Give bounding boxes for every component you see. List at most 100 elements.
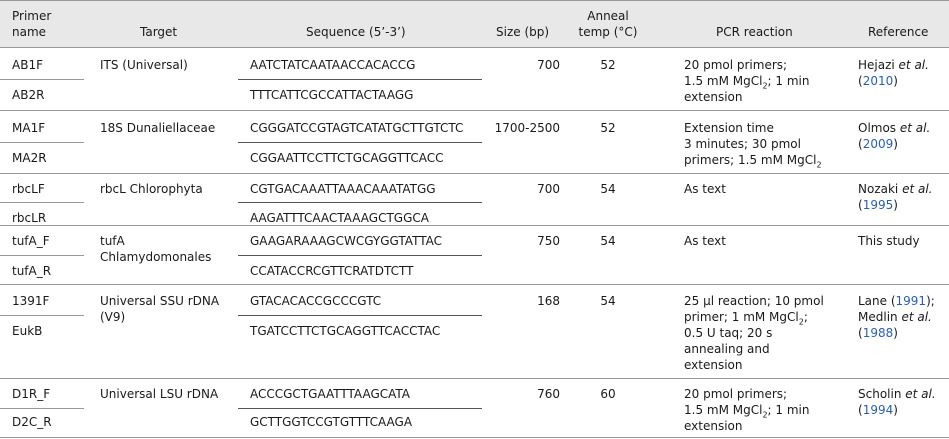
sequence-divider bbox=[238, 142, 482, 143]
header-anneal-line1: Anneal bbox=[587, 9, 629, 23]
reference-cell: Medlin et al. bbox=[858, 310, 932, 324]
target-cell: (V9) bbox=[100, 310, 126, 324]
row-divider bbox=[0, 142, 84, 143]
reference-link[interactable]: 1995 bbox=[862, 198, 894, 212]
pcr-cell: 25 μl reaction; 10 pmol bbox=[684, 294, 824, 308]
pcr-cell: As text bbox=[684, 182, 726, 196]
size-cell: 700 bbox=[537, 58, 560, 72]
sequence-cell: TGATCCTTCTGCAGGTTCACCTAC bbox=[250, 324, 441, 338]
sequence-cell: CGTGACAAATTAAACAAATATGG bbox=[250, 182, 436, 196]
sequence-divider bbox=[238, 79, 482, 80]
row-divider bbox=[0, 255, 84, 256]
anneal-cell: 52 bbox=[600, 121, 616, 135]
pcr-cell: extension bbox=[684, 90, 743, 104]
size-cell: 1700-2500 bbox=[494, 121, 560, 135]
reference-link[interactable]: 1991 bbox=[895, 294, 927, 308]
reference-link[interactable]: 1988 bbox=[862, 326, 894, 340]
reference-link[interactable]: 2010 bbox=[862, 74, 894, 88]
reference-cell: (2010) bbox=[858, 74, 898, 88]
primer-name: AB1F bbox=[12, 58, 43, 72]
primer-name: EukB bbox=[12, 324, 43, 338]
sequence-cell: GAAGARAAAGCWCGYGGTATTAC bbox=[250, 234, 442, 248]
pcr-cell: As text bbox=[684, 234, 726, 248]
anneal-cell: 52 bbox=[600, 58, 616, 72]
target-cell: tufA bbox=[100, 234, 125, 248]
target-cell: ITS (Universal) bbox=[100, 58, 188, 72]
reference-cell: Nozaki et al. bbox=[858, 182, 933, 196]
anneal-cell: 54 bbox=[600, 234, 616, 248]
pcr-cell: primer; 1 mM MgCl2; bbox=[684, 310, 808, 327]
sequence-cell: GTACACACCGCCCGTC bbox=[250, 294, 382, 308]
target-cell: Chlamydomonales bbox=[100, 250, 212, 264]
sequence-cell: CGGAATTCCTTCTGCAGGTTCACC bbox=[250, 151, 444, 165]
primer-name: rbcLR bbox=[12, 211, 47, 225]
primer-name: D1R_F bbox=[12, 387, 51, 401]
reference-cell: (1994) bbox=[858, 403, 898, 417]
target-cell: Universal LSU rDNA bbox=[100, 387, 219, 401]
row-separator bbox=[0, 378, 949, 379]
primer-name: 1391F bbox=[12, 294, 50, 308]
target-cell: 18S Dunaliellaceae bbox=[100, 121, 216, 135]
sequence-divider bbox=[238, 202, 482, 203]
primer-name: MA1F bbox=[12, 121, 46, 135]
pcr-cell: 1.5 mM MgCl2; 1 min bbox=[684, 74, 810, 91]
anneal-cell: 54 bbox=[600, 294, 616, 308]
pcr-cell: annealing and bbox=[684, 342, 770, 356]
reference-cell: Hejazi et al. bbox=[858, 58, 929, 72]
header-reference: Reference bbox=[868, 25, 929, 39]
primer-name: D2C_R bbox=[12, 415, 52, 429]
sequence-divider bbox=[238, 408, 482, 409]
header-sequence: Sequence (5’-3’) bbox=[306, 25, 406, 39]
row-divider bbox=[0, 202, 84, 203]
reference-cell: This study bbox=[858, 234, 920, 248]
pcr-cell: 20 pmol primers; bbox=[684, 387, 788, 401]
header-size: Size (bp) bbox=[496, 25, 550, 39]
row-divider bbox=[0, 79, 84, 80]
pcr-cell: 20 pmol primers; bbox=[684, 58, 788, 72]
table-header bbox=[0, 0, 949, 48]
pcr-cell: 3 minutes; 30 pmol bbox=[684, 137, 801, 151]
anneal-cell: 60 bbox=[600, 387, 616, 401]
pcr-cell: 0.5 U taq; 20 s bbox=[684, 326, 773, 340]
pcr-cell: extension bbox=[684, 358, 743, 372]
reference-cell: (1988) bbox=[858, 326, 898, 340]
size-cell: 700 bbox=[537, 182, 560, 196]
anneal-cell: 54 bbox=[600, 182, 616, 196]
row-separator bbox=[0, 284, 949, 285]
reference-cell: Lane (1991); bbox=[858, 294, 935, 308]
sequence-divider bbox=[238, 315, 482, 316]
pcr-cell: extension bbox=[684, 419, 743, 433]
row-separator bbox=[0, 110, 949, 111]
reference-cell: Scholin et al. bbox=[858, 387, 936, 401]
sequence-cell: CGGGATCCGTAGTCATATGCTTGTCTC bbox=[250, 121, 464, 135]
sequence-cell: CCATACCRCGTTCRATDTCTT bbox=[250, 264, 414, 278]
size-cell: 760 bbox=[537, 387, 560, 401]
target-cell: Universal SSU rDNA bbox=[100, 294, 220, 308]
header-target: Target bbox=[140, 25, 178, 39]
table-bottom-rule bbox=[0, 437, 949, 438]
target-cell: rbcL Chlorophyta bbox=[100, 182, 203, 196]
row-separator bbox=[0, 173, 949, 174]
row-separator bbox=[0, 225, 949, 226]
pcr-cell: Extension time bbox=[684, 121, 774, 135]
reference-link[interactable]: 1994 bbox=[862, 403, 894, 417]
reference-cell: Olmos et al. bbox=[858, 121, 931, 135]
sequence-cell: AAGATTTCAACTAAAGCTGGCA bbox=[250, 211, 429, 225]
sequence-cell: GCTTGGTCCGTGTTTCAAGA bbox=[250, 415, 413, 429]
row-divider bbox=[0, 408, 84, 409]
primer-name: tufA_R bbox=[12, 264, 52, 278]
primer-name: MA2R bbox=[12, 151, 47, 165]
reference-cell: (1995) bbox=[858, 198, 898, 212]
sequence-cell: TTTCATTCGCCATTACTAAGG bbox=[250, 88, 414, 102]
size-cell: 750 bbox=[537, 234, 560, 248]
reference-link[interactable]: 2009 bbox=[862, 137, 894, 151]
header-primer-name-line1: Primer bbox=[12, 9, 52, 23]
sequence-cell: AATCTATCAATAACCACACCG bbox=[250, 58, 416, 72]
header-anneal-line2: temp (°C) bbox=[578, 25, 638, 39]
pcr-cell: primers; 1.5 mM MgCl2 bbox=[684, 153, 822, 170]
sequence-cell: ACCCGCTGAATTTAAGCATA bbox=[250, 387, 411, 401]
primer-name: AB2R bbox=[12, 88, 45, 102]
primer-name: rbcLF bbox=[12, 182, 45, 196]
pcr-cell: 1.5 mM MgCl2; 1 min bbox=[684, 403, 810, 420]
